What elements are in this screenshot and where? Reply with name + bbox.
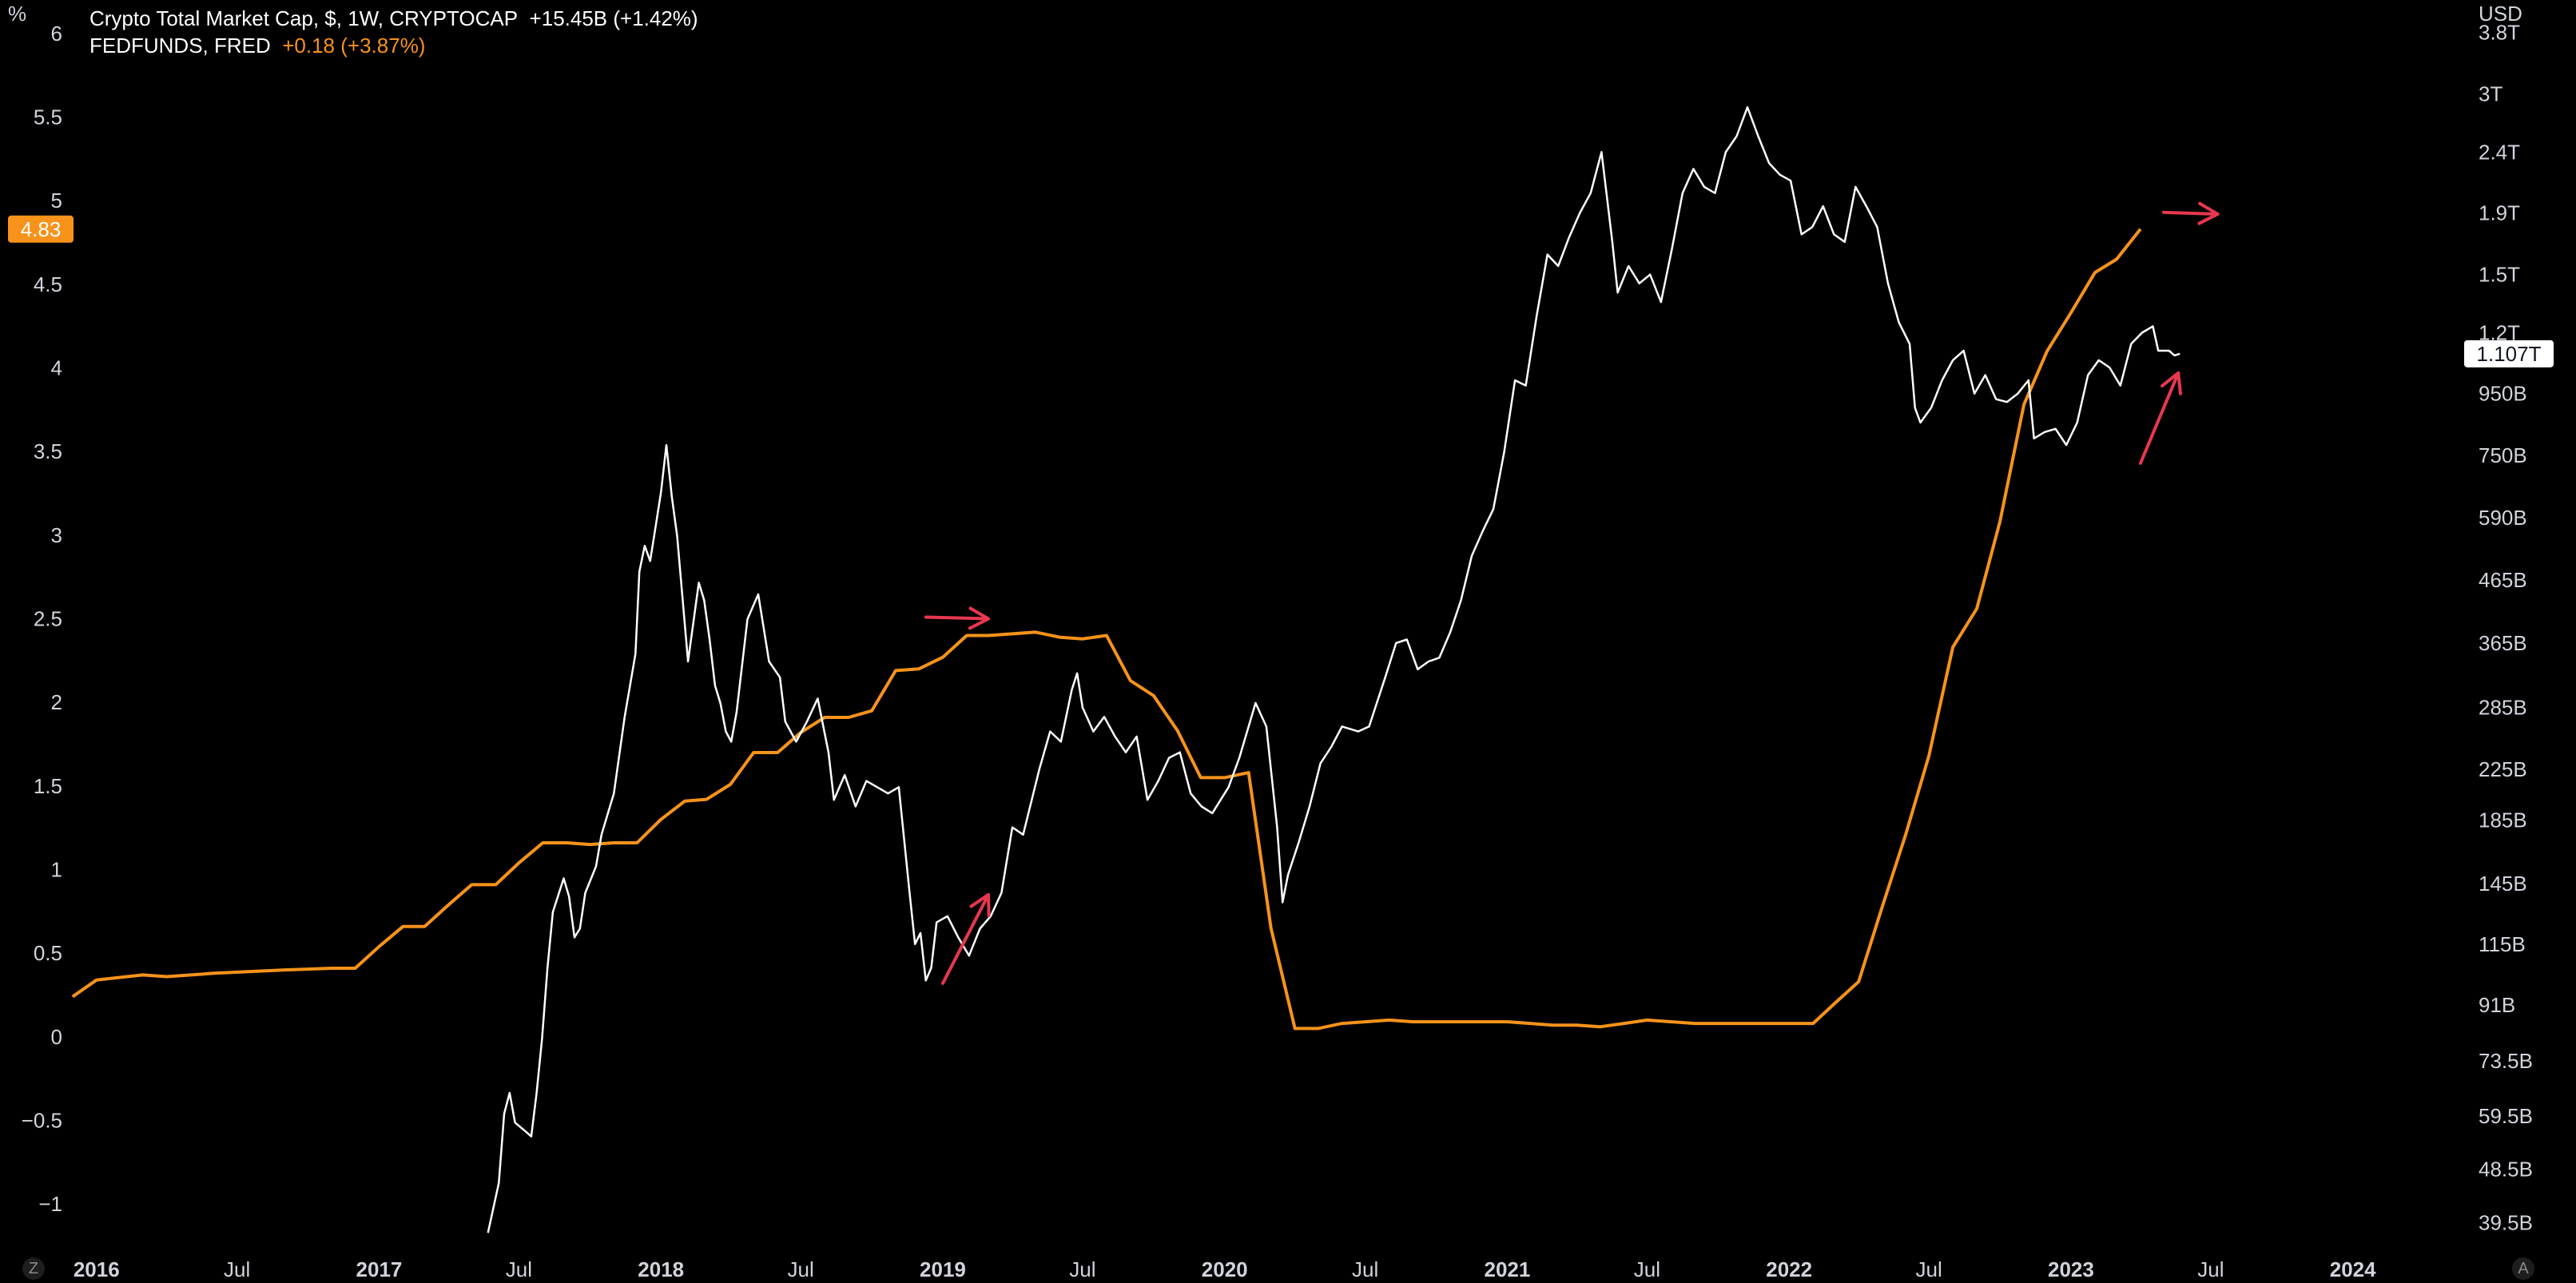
left-price-axis[interactable]: 6 5.5 5 4.5 4 3.5 3 2.5 2 1.5 1 0.5 0 −0.5 −1 (22, 22, 62, 1216)
x-tick-label: Jul (1352, 1257, 1378, 1281)
left-tick-label: −0.5 (22, 1109, 62, 1133)
right-tick-label: 950B (2479, 382, 2527, 406)
annotation-arrow[interactable] (2161, 201, 2220, 225)
left-tick-label: 3 (51, 523, 62, 547)
right-tick-label: 225B (2479, 757, 2527, 781)
current-value-labels: 4.83 1.107T (8, 215, 2554, 367)
svg-text:1.107T: 1.107T (2477, 342, 2542, 366)
annotation-arrow[interactable] (924, 606, 990, 630)
zoom-reset-button[interactable]: Z (22, 1257, 45, 1280)
right-tick-label: 750B (2479, 443, 2527, 467)
right-tick-label: 185B (2479, 808, 2527, 832)
annotation-layer[interactable] (924, 201, 2220, 985)
x-tick-label: 2024 (2330, 1257, 2376, 1281)
x-axis: 2016 Jul 2017 Jul 2018 Jul 2019 Jul 2020 Jul 2021 J… (74, 1257, 2376, 1281)
right-tick-label: 115B (2479, 932, 2526, 956)
x-tick-label: 2016 (74, 1257, 120, 1281)
legend-series-change: +15.45B (+1.42%) (529, 6, 698, 30)
x-tick-label: 2020 (1202, 1257, 1248, 1281)
x-tick-label: 2021 (1485, 1257, 1531, 1281)
right-tick-label: 39.5B (2479, 1211, 2533, 1235)
right-tick-label: 1.9T (2479, 201, 2520, 225)
right-tick-label: 73.5B (2479, 1049, 2533, 1073)
right-tick-label: 465B (2479, 568, 2527, 592)
x-tick-label: Jul (788, 1257, 814, 1281)
annotation-arrow[interactable] (940, 892, 991, 985)
right-tick-label: 365B (2479, 631, 2527, 655)
right-tick-label: 48.5B (2479, 1158, 2533, 1182)
right-tick-label: 59.5B (2479, 1104, 2533, 1128)
x-tick-label: Jul (224, 1257, 250, 1281)
right-tick-label: 285B (2479, 696, 2527, 720)
left-tick-label: −1 (38, 1192, 62, 1216)
right-price-axis[interactable]: 3.8T3T2.4T1.9T1.5T1.2T950B750B590B465B36… (2479, 20, 2533, 1234)
left-tick-label: 5.5 (34, 105, 62, 129)
right-tick-label: 91B (2479, 993, 2515, 1017)
x-tick-label: 2018 (638, 1257, 684, 1281)
x-tick-label: Jul (506, 1257, 532, 1281)
left-tick-label: 5 (51, 189, 62, 213)
fedfunds-line[interactable] (71, 228, 2142, 1031)
left-tick-label: 2.5 (34, 607, 62, 631)
right-tick-label: 3T (2479, 81, 2502, 105)
market-cap-line[interactable] (487, 105, 2180, 1233)
x-tick-label: 2022 (1766, 1257, 1812, 1281)
left-axis-unit: % (8, 2, 27, 26)
left-tick-label: 4 (51, 356, 62, 380)
series-layer (71, 105, 2180, 1233)
left-tick-label: 3.5 (34, 439, 62, 463)
left-tick-label: 1 (51, 858, 62, 882)
fedfunds-current-value: 4.83 (8, 215, 74, 243)
left-tick-label: 0.5 (34, 941, 62, 965)
x-tick-label: 2017 (356, 1257, 403, 1281)
right-tick-label: 145B (2479, 872, 2527, 896)
x-tick-label: Jul (1069, 1257, 1095, 1281)
auto-scale-button[interactable]: A (2512, 1257, 2534, 1280)
right-tick-label: 2.4T (2479, 140, 2520, 164)
right-tick-label: 1.5T (2479, 263, 2520, 287)
legend-series-change: +0.18 (+3.87%) (282, 34, 426, 58)
annotation-arrow[interactable] (2138, 371, 2182, 465)
left-tick-label: 6 (51, 22, 62, 46)
legend-row-market-cap[interactable]: Crypto Total Market Cap, $, 1W, CRYPTOCA… (89, 5, 698, 32)
market-cap-current-value: 1.107T (2464, 340, 2554, 367)
legend: Crypto Total Market Cap, $, 1W, CRYPTOCA… (89, 5, 698, 59)
left-tick-label: 0 (51, 1025, 62, 1049)
right-axis-unit: USD (2479, 2, 2522, 26)
x-tick-label: 2019 (920, 1257, 966, 1281)
svg-text:4.83: 4.83 (21, 217, 62, 241)
legend-series-name: Crypto Total Market Cap, $, 1W, CRYPTOCA… (89, 6, 519, 30)
x-tick-label: Jul (1634, 1257, 1660, 1281)
legend-series-name: FEDFUNDS, FRED (89, 34, 271, 58)
left-tick-label: 2 (51, 690, 62, 714)
x-tick-label: Jul (1915, 1257, 1942, 1281)
legend-row-fedfunds[interactable]: FEDFUNDS, FRED +0.18 (+3.87%) (89, 32, 698, 59)
x-tick-label: Jul (2197, 1257, 2224, 1281)
left-tick-label: 4.5 (34, 272, 62, 296)
x-tick-label: 2023 (2048, 1257, 2094, 1281)
right-tick-label: 3.8T (2479, 20, 2520, 44)
right-tick-label: 590B (2479, 506, 2527, 530)
left-tick-label: 1.5 (34, 774, 62, 798)
